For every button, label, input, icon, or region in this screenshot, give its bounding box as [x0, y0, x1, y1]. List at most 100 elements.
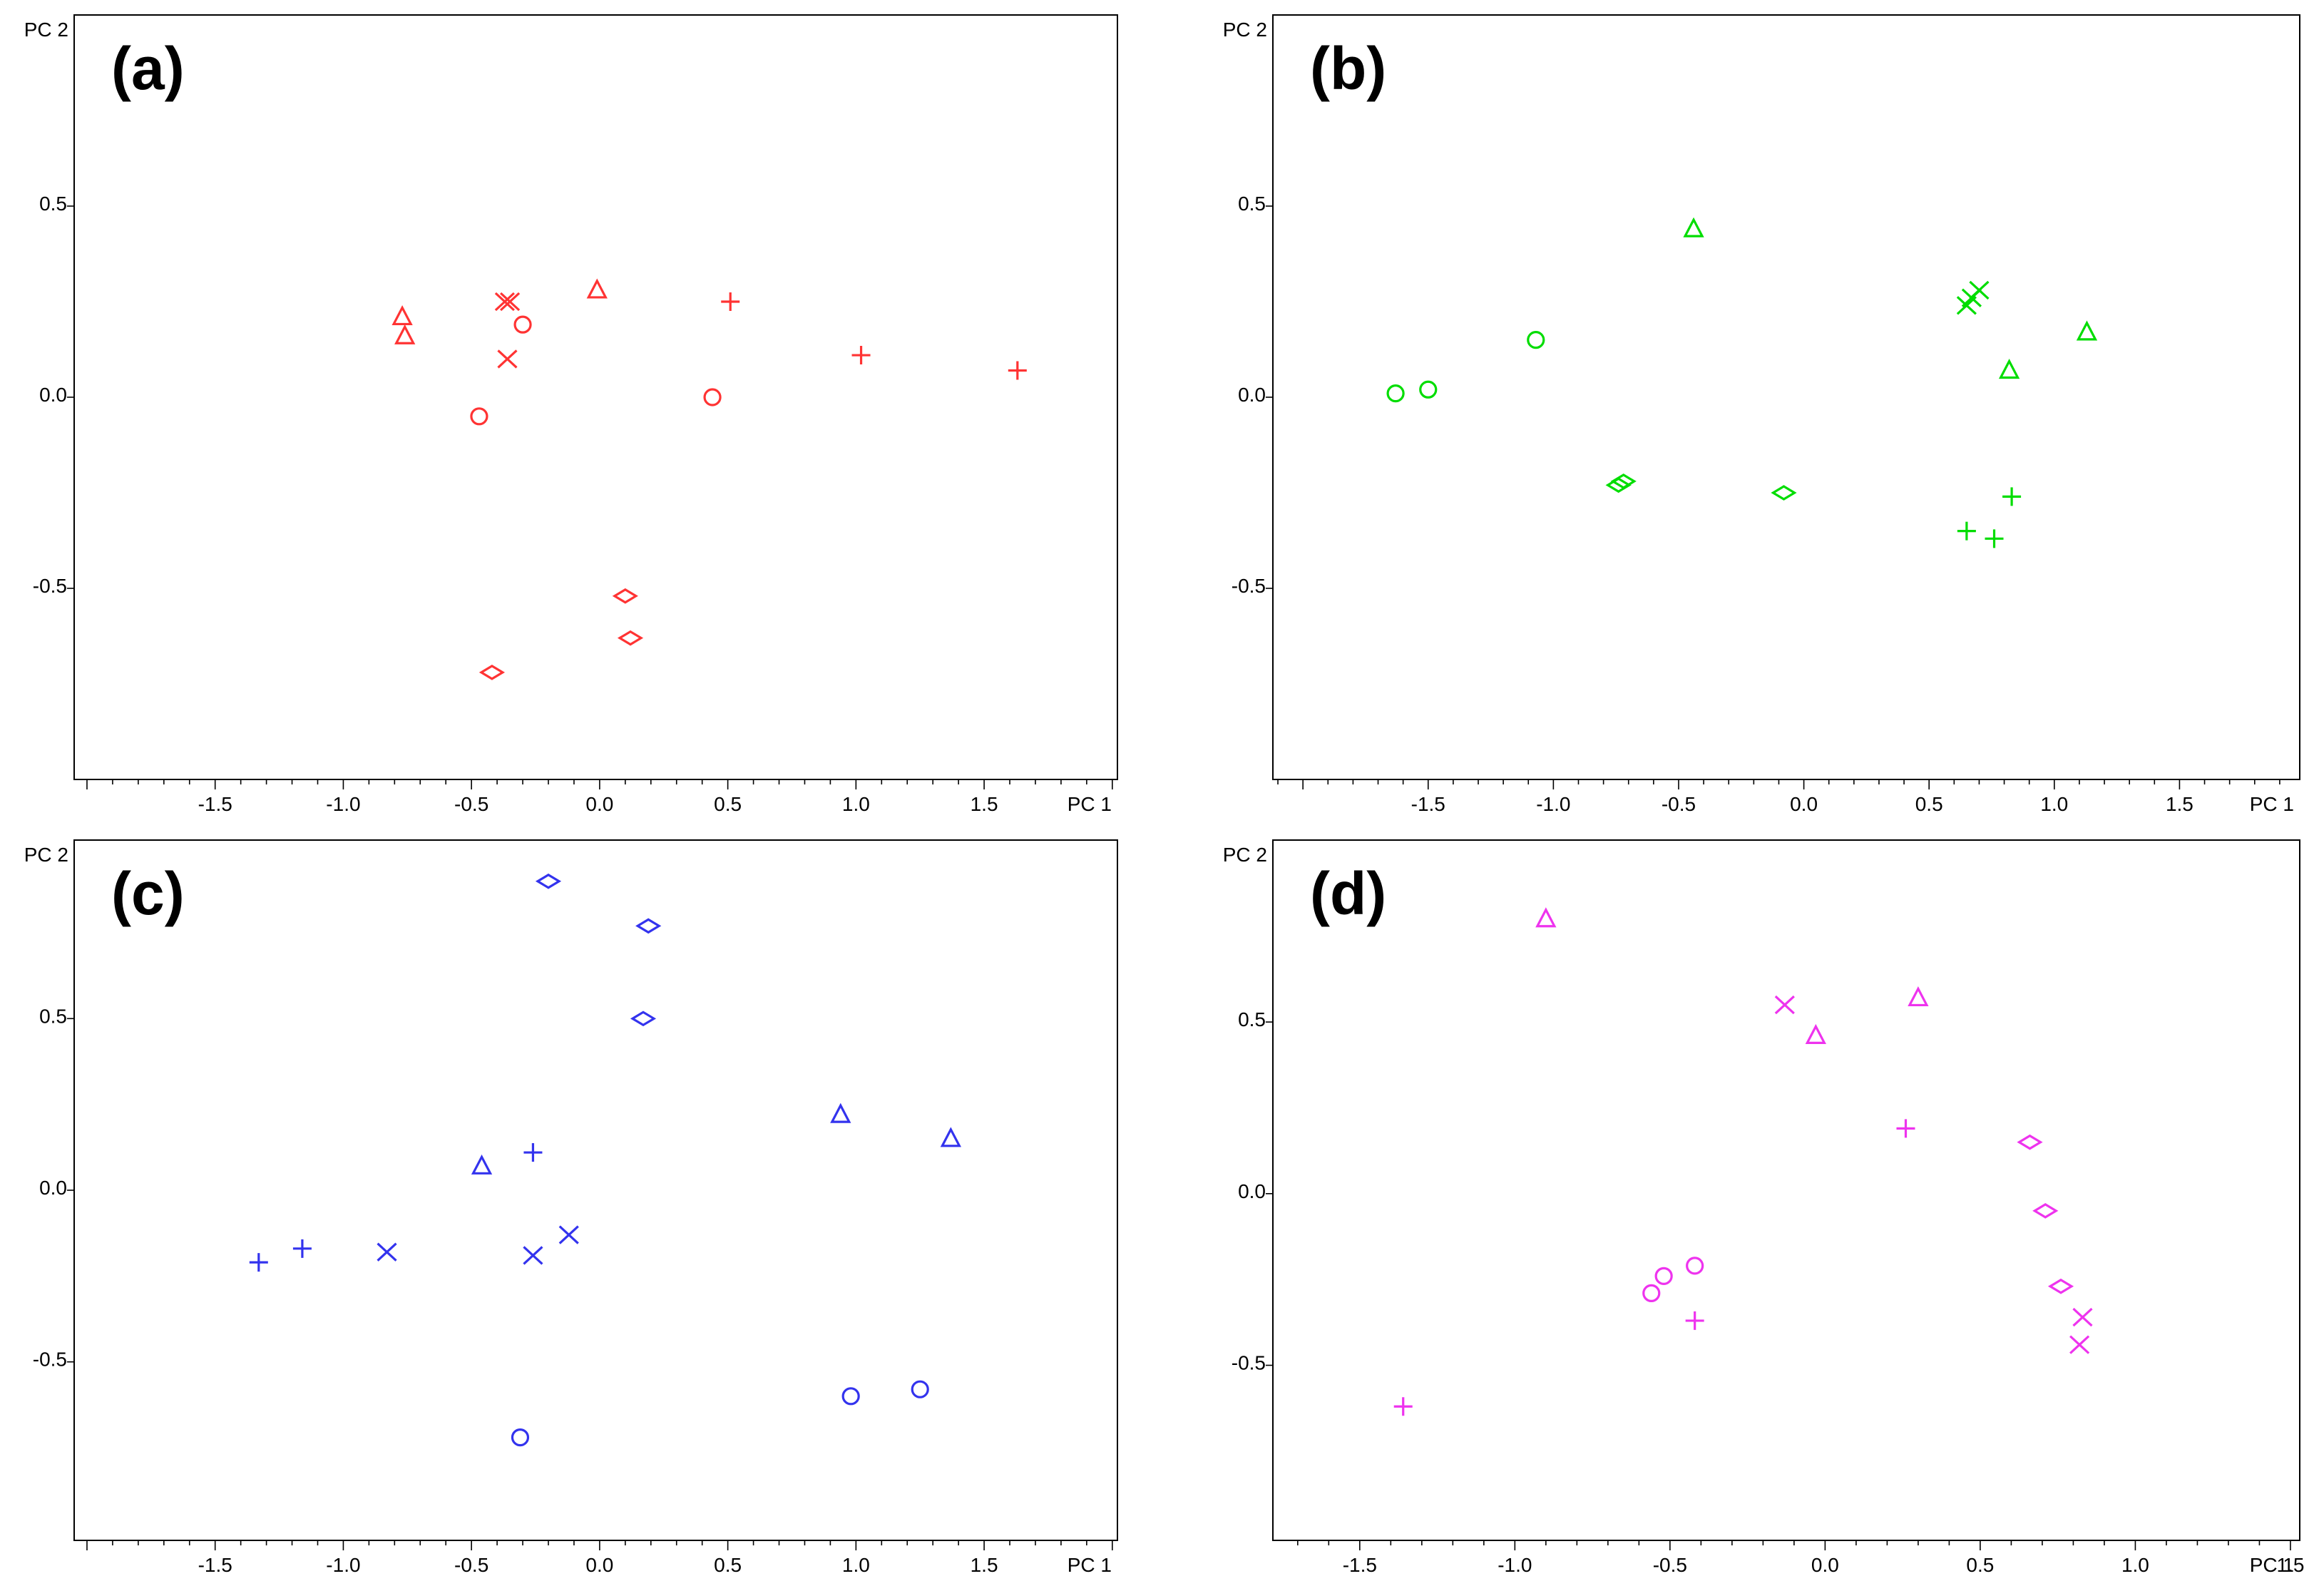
scatter-point-circle: [1419, 380, 1438, 399]
scatter-point-plus: [1008, 361, 1027, 380]
scatter-point-x: [2072, 1307, 2093, 1327]
panel-label: (a): [111, 35, 185, 102]
x-axis-label: PC 1: [2250, 1554, 2294, 1576]
scatter-point-plus: [523, 1143, 543, 1162]
x-axis-label: PC 1: [2250, 793, 2294, 815]
x-tick-label: -1.0: [326, 793, 360, 815]
x-tick-label: -0.5: [1653, 1554, 1687, 1576]
scatter-point-circle: [1527, 331, 1545, 349]
scatter-point-diamond: [1610, 474, 1637, 489]
scatter-point-triangle: [1683, 217, 1704, 237]
x-tick-label: 0.0: [585, 793, 613, 815]
scatter-point-triangle: [1908, 986, 1929, 1007]
panel-label: (b): [1310, 35, 1386, 102]
scatter-point-diamond: [535, 873, 562, 889]
scatter-point-plus: [1985, 529, 2004, 548]
x-tick-label: 1.5: [971, 793, 998, 815]
scatter-point-triangle: [1535, 907, 1557, 928]
scatter-point-triangle: [391, 305, 413, 326]
scatter-point-x: [1774, 995, 1795, 1015]
y-axis-label: PC 2: [1223, 19, 1267, 41]
x-tick-label: 1.5: [971, 1554, 998, 1576]
chart-panel-3: -1.5 -1.0 -0.5 0.0 0.5 1.0 1.5 0.5 0.0 -0.5 PC 1 PC…: [1223, 839, 2304, 1576]
y-tick-label: 0.0: [1238, 384, 1266, 406]
x-tick-label: 0.0: [1811, 1554, 1839, 1576]
scatter-point-triangle: [940, 1127, 961, 1147]
y-axis-label: PC 2: [24, 844, 68, 866]
scatter-point-plus: [249, 1253, 268, 1272]
scatter-point-triangle: [1805, 1023, 1826, 1044]
x-tick-label: 0.0: [585, 1554, 613, 1576]
x-tick-label: -1.5: [1343, 1554, 1377, 1576]
scatter-point-diamond: [2032, 1203, 2059, 1219]
x-tick-label: 1.0: [842, 1554, 870, 1576]
scatter-point-circle: [511, 1428, 530, 1447]
y-tick-label: 0.5: [1238, 193, 1266, 215]
scatter-point-diamond: [612, 588, 638, 604]
x-tick-label: -1.5: [1411, 793, 1445, 815]
scatter-point-circle: [513, 315, 532, 334]
scatter-point-diamond: [635, 918, 662, 934]
scatter-point-diamond: [2017, 1134, 2043, 1150]
scatter-point-plus: [851, 346, 871, 365]
scatter-point-x: [494, 292, 515, 312]
scatter-point-x: [1961, 288, 1982, 307]
y-tick-label: -0.5: [33, 1349, 67, 1371]
y-tick-label: 0.0: [39, 384, 67, 406]
scatter-point-x: [558, 1225, 579, 1244]
scatter-point-circle: [1654, 1267, 1673, 1285]
scatter-point-diamond: [617, 630, 644, 646]
chart-panel-0: -1.5 -1.0 -0.5 0.0 0.5 1.0 1.5 0.5 0.0 -0.5 PC 1 PC…: [24, 14, 1118, 815]
chart-panel-1: -1.5 -1.0 -0.5 0.0 0.5 1.0 1.5 0.5 0.0 -0.5 PC 1 PC…: [1223, 14, 2300, 815]
y-tick-label: -0.5: [1232, 575, 1266, 597]
x-tick-label: 1.0: [842, 793, 870, 815]
scatter-point-x: [499, 292, 521, 312]
x-tick-label: -1.5: [198, 1554, 232, 1576]
x-tick-label: 0.5: [714, 1554, 742, 1576]
y-tick-label: -0.5: [1232, 1352, 1266, 1374]
x-tick-label: 1.0: [2040, 793, 2068, 815]
scatter-point-circle: [703, 388, 722, 406]
x-axis-label: PC 1: [1068, 793, 1112, 815]
scatter-point-circle: [1686, 1257, 1704, 1275]
scatter-point-plus: [1896, 1119, 1915, 1138]
scatter-point-plus: [721, 292, 740, 311]
scatter-point-triangle: [471, 1154, 493, 1175]
y-axis-label: PC 2: [24, 19, 68, 41]
x-tick-label: -0.5: [454, 1554, 488, 1576]
scatter-point-x: [377, 1242, 397, 1262]
scatter-point-diamond: [1771, 485, 1797, 501]
scatter-point-triangle: [830, 1103, 851, 1123]
scatter-point-triangle: [586, 278, 608, 299]
scatter-point-plus: [1685, 1311, 1704, 1330]
x-tick-label: 1.5: [2166, 793, 2193, 815]
y-axis-label: PC 2: [1223, 844, 1267, 866]
scatter-point-plus: [1957, 521, 1976, 541]
plot-frame: [73, 839, 1118, 1541]
scatter-point-circle: [1642, 1284, 1661, 1303]
scatter-point-diamond: [478, 665, 506, 680]
plot-frame: [1272, 839, 2300, 1541]
scatter-point-triangle: [1998, 359, 2020, 379]
scatter-point-x: [497, 349, 518, 369]
scatter-point-diamond: [630, 1011, 657, 1027]
x-tick-label: -1.0: [326, 1554, 360, 1576]
scatter-point-circle: [1386, 384, 1405, 403]
panel-label: (c): [111, 860, 185, 927]
y-tick-label: 0.5: [39, 193, 67, 215]
scatter-point-diamond: [2047, 1278, 2074, 1294]
scatter-point-circle: [470, 407, 488, 426]
x-tick-label: -0.5: [454, 793, 488, 815]
scatter-point-plus: [1393, 1397, 1413, 1416]
scatter-point-x: [523, 1246, 543, 1265]
x-tick-label: 1.5: [2276, 1554, 2304, 1576]
chart-panel-2: -1.5 -1.0 -0.5 0.0 0.5 1.0 1.5 0.5 0.0 -0.5 PC 1 PC…: [24, 839, 1118, 1576]
y-tick-label: 0.0: [39, 1177, 67, 1199]
y-tick-label: 0.5: [39, 1005, 67, 1027]
x-tick-label: 0.5: [1966, 1554, 1994, 1576]
scatter-point-triangle: [394, 324, 416, 344]
panel-label: (d): [1310, 860, 1386, 927]
scatter-point-circle: [841, 1387, 860, 1406]
